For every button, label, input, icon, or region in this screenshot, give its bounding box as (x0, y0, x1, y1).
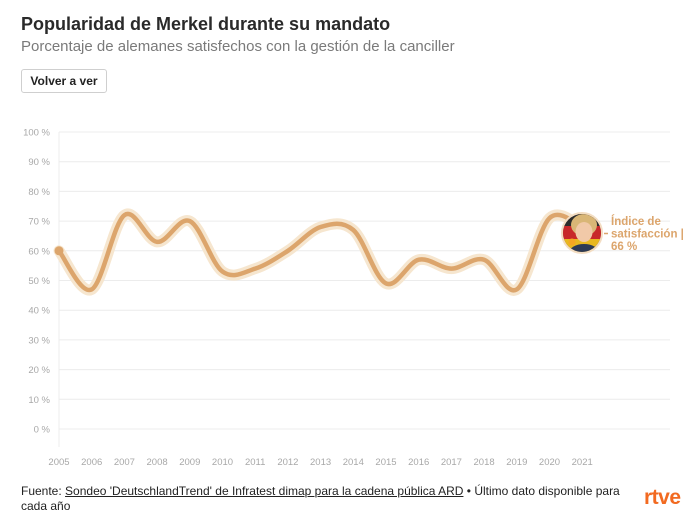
source-footer: Fuente: Sondeo 'DeutschlandTrend' de Inf… (21, 484, 641, 514)
line-chart: 100 % 90 % 80 % 70 % 60 % 50 % 40 % 30 % 20 % 10 … (23, 128, 684, 469)
source-prefix: Fuente: (21, 484, 62, 498)
annotation-line: 66 % (611, 241, 637, 253)
x-tick-label: 2014 (343, 457, 364, 468)
x-tick-label: 2018 (474, 457, 495, 468)
x-tick-label: 2020 (539, 457, 560, 468)
x-tick-label: 2012 (277, 457, 298, 468)
chart-title: Popularidad de Merkel durante su mandato (21, 14, 391, 34)
merkel-portrait-icon (561, 212, 603, 254)
x-tick-label: 2010 (212, 457, 233, 468)
x-tick-label: 2021 (572, 457, 593, 468)
x-tick-label: 2013 (310, 457, 331, 468)
replay-button[interactable]: Volver a ver (21, 69, 107, 93)
y-tick-label: 0 % (34, 425, 51, 436)
y-tick-label: 80 % (28, 187, 50, 198)
grid-lines (58, 131, 670, 447)
x-tick-label: 2005 (48, 457, 69, 468)
y-tick-label: 20 % (28, 365, 50, 376)
x-tick-label: 2008 (147, 457, 168, 468)
x-tick-label: 2015 (375, 457, 396, 468)
annotation-line: Índice de (611, 215, 661, 228)
y-tick-label: 60 % (28, 246, 50, 257)
x-axis-labels: 2005 2006 2007 2008 2009 2010 2011 2012 2013 2014… (48, 457, 592, 468)
y-tick-label: 10 % (28, 395, 50, 406)
annotation-line: satisfacción | (611, 229, 684, 241)
x-tick-label: 2016 (408, 457, 429, 468)
start-point (54, 246, 64, 256)
y-tick-label: 90 % (28, 157, 50, 168)
y-tick-label: 70 % (28, 217, 50, 228)
x-tick-label: 2006 (81, 457, 102, 468)
x-tick-label: 2011 (245, 457, 265, 468)
y-axis-labels: 100 % 90 % 80 % 70 % 60 % 50 % 40 % 30 % 20 % 10 … (23, 128, 50, 436)
x-tick-label: 2009 (179, 457, 200, 468)
satisfaction-line (56, 211, 585, 293)
x-tick-label: 2007 (114, 457, 135, 468)
rtve-logo: rtve (644, 486, 681, 509)
y-tick-label: 30 % (28, 335, 50, 346)
source-note: • Último dato disponible para cada año (21, 484, 620, 513)
y-tick-label: 50 % (28, 276, 50, 287)
source-link[interactable]: Sondeo 'DeutschlandTrend' de Infratest d… (65, 484, 464, 498)
chart-subtitle: Porcentaje de alemanes satisfechos con l… (21, 38, 455, 55)
y-tick-label: 100 % (23, 128, 50, 139)
x-tick-label: 2017 (441, 457, 462, 468)
series-line (53, 208, 588, 296)
x-tick-label: 2019 (506, 457, 527, 468)
y-tick-label: 40 % (28, 306, 50, 317)
